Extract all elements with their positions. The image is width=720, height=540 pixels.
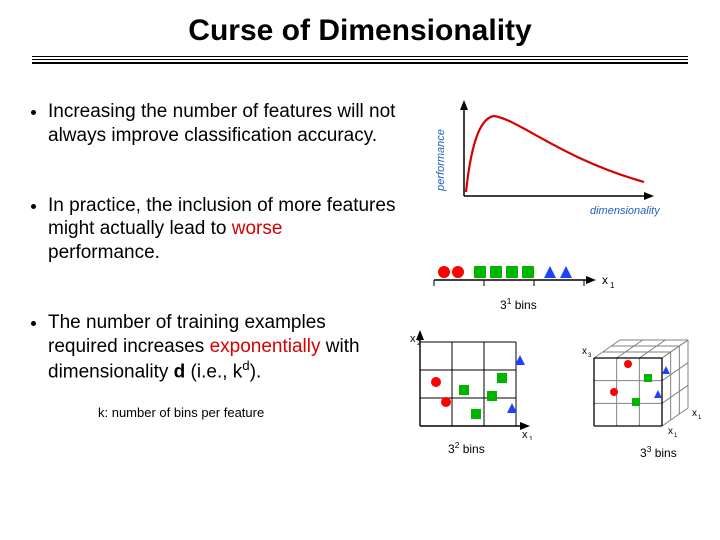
svg-text:1: 1 <box>698 415 702 421</box>
caption-1d-post: bins <box>511 298 536 312</box>
title-rule-2 <box>32 59 688 60</box>
caption-1d-base: 3 <box>500 298 507 312</box>
caption-3d: 33 bins <box>640 444 677 460</box>
svg-text:x: x <box>668 426 673 437</box>
bullet-3-red: exponentially <box>210 336 321 357</box>
svg-text:x: x <box>410 333 416 345</box>
svg-text:dimensionality: dimensionality <box>590 205 660 217</box>
bins-2d-chart: x1x2 <box>408 330 538 440</box>
svg-text:x: x <box>522 429 528 440</box>
svg-text:3: 3 <box>588 353 592 359</box>
bullet-2: In practice, the inclusion of more featu… <box>48 194 398 265</box>
caption-2d: 32 bins <box>448 440 485 456</box>
bullet-3: The number of training examples required… <box>48 311 398 385</box>
bins-3d-chart: x1x1x3 <box>570 322 710 442</box>
bullet-2-post: performance. <box>48 242 160 263</box>
svg-text:x: x <box>582 346 587 357</box>
svg-text:1: 1 <box>529 436 533 440</box>
svg-text:x: x <box>602 273 608 287</box>
caption-2d-post: bins <box>459 442 484 456</box>
page-title: Curse of Dimensionality <box>0 0 720 56</box>
caption-2d-base: 3 <box>448 442 455 456</box>
bins-1d-chart: x1 <box>430 258 620 294</box>
dim-formula-pre: (i.e., k <box>185 362 242 383</box>
caption-3d-post: bins <box>651 446 676 460</box>
svg-text:1: 1 <box>610 281 615 290</box>
bullet-list: Increasing the number of features will n… <box>28 100 398 430</box>
title-rule-3 <box>32 62 688 64</box>
caption-1d: 31 bins <box>500 296 537 312</box>
svg-text:x: x <box>692 408 697 419</box>
svg-text:1: 1 <box>674 433 678 439</box>
bullet-1: Increasing the number of features will n… <box>48 100 398 148</box>
performance-chart: performance dimensionality <box>430 96 660 226</box>
svg-text:2: 2 <box>417 340 421 347</box>
svg-text:performance: performance <box>435 129 447 192</box>
dim-formula-post: ). <box>250 362 262 383</box>
dim-formula-sup: d <box>242 358 249 373</box>
dim-letter: d <box>174 362 186 383</box>
bullet-1-text: Increasing the number of features will n… <box>48 101 395 146</box>
caption-3d-base: 3 <box>640 446 647 460</box>
bullet-2-pre: In practice, the inclusion of more featu… <box>48 195 395 240</box>
footnote: k: number of bins per feature <box>98 405 264 420</box>
title-rule-1 <box>32 56 688 57</box>
bullet-2-red: worse <box>232 218 283 239</box>
